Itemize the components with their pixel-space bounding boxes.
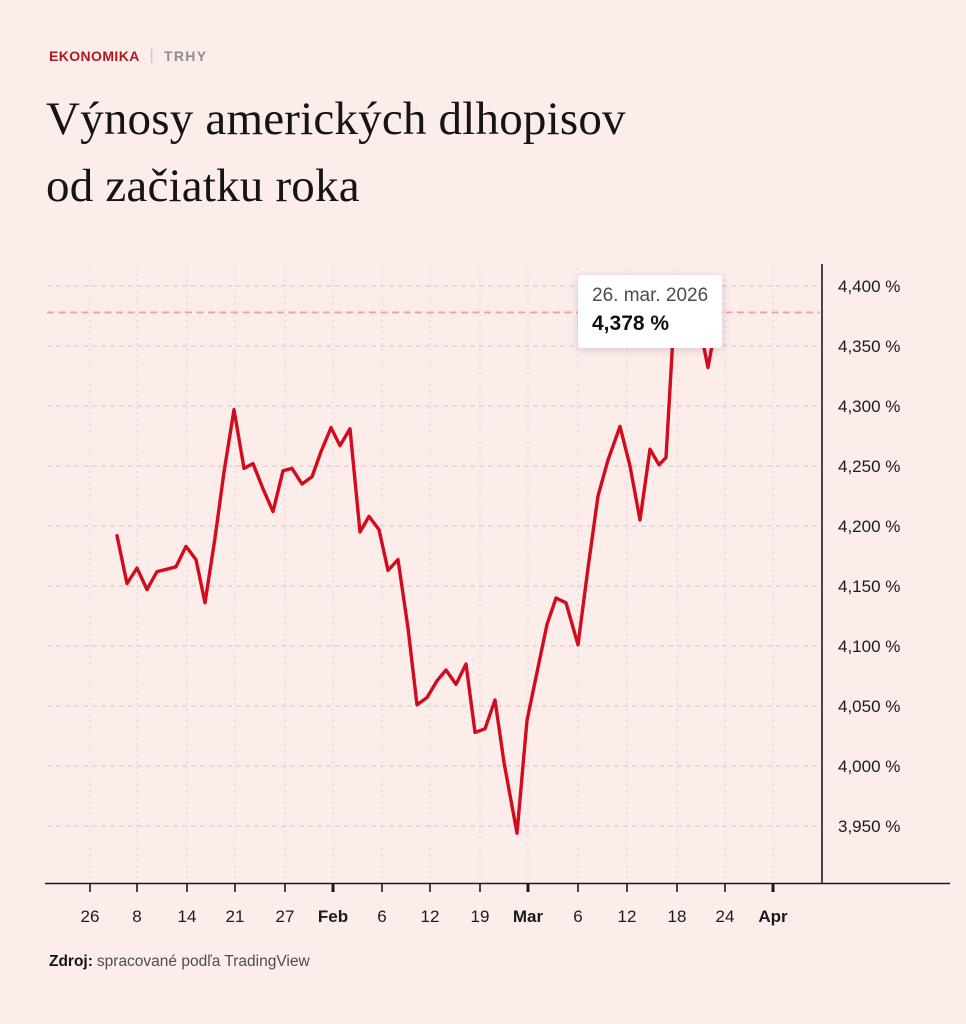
y-tick-label-4.050: 4,050 % bbox=[838, 697, 900, 716]
y-tick-label-4.200: 4,200 % bbox=[838, 517, 900, 536]
x-tick-label-7-12: 12 bbox=[421, 907, 440, 926]
page-title: Výnosy amerických dlhopisov od začiatku … bbox=[46, 86, 626, 219]
y-tick-label-4.100: 4,100 % bbox=[838, 637, 900, 656]
y-tick-label-4.400: 4,400 % bbox=[838, 277, 900, 296]
tooltip-date: 26. mar. 2026 bbox=[592, 285, 709, 306]
chart-plot-area[interactable] bbox=[47, 268, 820, 883]
page-title-line1: Výnosy amerických dlhopisov bbox=[46, 93, 626, 145]
source-label: Zdroj: bbox=[49, 953, 93, 970]
source-text: spracované podľa TradingView bbox=[96, 953, 310, 970]
y-tick-label-4.300: 4,300 % bbox=[838, 397, 900, 416]
x-tick-label-0-26: 26 bbox=[81, 907, 100, 926]
y-tick-label-4.250: 4,250 % bbox=[838, 457, 900, 476]
x-tick-label-11-12: 12 bbox=[618, 907, 637, 926]
x-tick-label-14-Apr: Apr bbox=[758, 907, 788, 926]
x-tick-label-9-Mar: Mar bbox=[513, 907, 544, 926]
x-tick-label-12-18: 18 bbox=[668, 907, 687, 926]
x-tick-label-5-Feb: Feb bbox=[318, 907, 348, 926]
x-tick-label-6-6: 6 bbox=[377, 907, 386, 926]
page-title-line2: od začiatku roka bbox=[46, 159, 360, 212]
breadcrumb-category[interactable]: EKONOMIKA bbox=[49, 47, 140, 64]
tooltip-value: 4,378 % bbox=[592, 312, 670, 335]
x-tick-label-3-21: 21 bbox=[226, 907, 245, 926]
x-tick-label-4-27: 27 bbox=[276, 907, 295, 926]
x-tick-label-10-6: 6 bbox=[573, 907, 582, 926]
breadcrumb-separator: | bbox=[149, 47, 155, 64]
x-tick-label-13-24: 24 bbox=[716, 907, 735, 926]
breadcrumb: EKONOMIKA | TRHY bbox=[49, 47, 207, 64]
chart-tooltip: 26. mar. 2026 4,378 % bbox=[578, 275, 723, 348]
y-tick-label-3.950: 3,950 % bbox=[838, 817, 900, 836]
source-note: Zdroj: spracované podľa TradingView bbox=[49, 953, 310, 971]
yield-line-series[interactable] bbox=[115, 296, 720, 835]
y-tick-label-4.000: 4,000 % bbox=[838, 757, 900, 776]
x-tick-label-8-19: 19 bbox=[471, 907, 490, 926]
y-tick-label-4.350: 4,350 % bbox=[838, 337, 900, 356]
y-tick-label-4.150: 4,150 % bbox=[838, 577, 900, 596]
x-tick-label-2-14: 14 bbox=[178, 907, 197, 926]
breadcrumb-section[interactable]: TRHY bbox=[164, 47, 208, 64]
x-tick-label-1-8: 8 bbox=[132, 907, 141, 926]
